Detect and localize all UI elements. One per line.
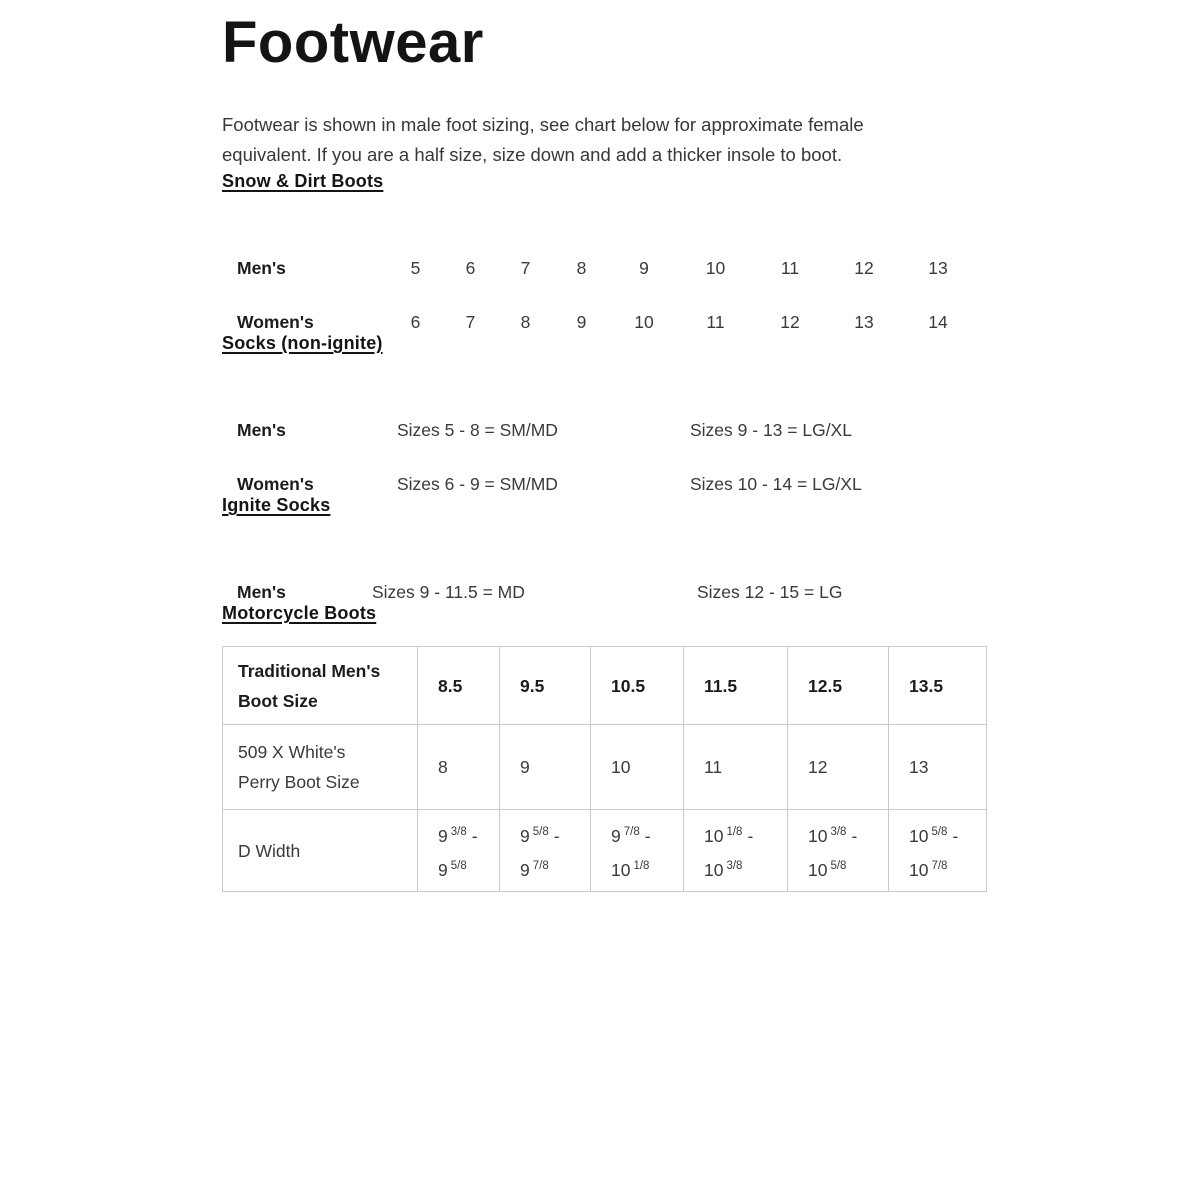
row-label: Women's — [237, 312, 314, 332]
section-heading-snow-dirt-boots: Snow & Dirt Boots — [222, 171, 384, 191]
d-width-range: 9 3/8- 9 5/8 — [417, 809, 500, 892]
size-value: 9 — [576, 312, 587, 332]
size-value: 8 — [520, 312, 531, 332]
table-cell: 11 — [683, 724, 788, 810]
size-value: 8 — [576, 258, 587, 278]
snow-dirt-womens-row: Women's 6 7 8 9 10 11 12 13 14 — [222, 312, 1200, 332]
intro-text: Footwear is shown in male foot sizing, s… — [222, 114, 864, 165]
table-header-cell: 9.5 — [499, 646, 591, 725]
sock-size-range: Sizes 9 - 13 = LG/XL — [690, 420, 852, 440]
table-cell: 9 — [499, 724, 591, 810]
socks-mens-row: Men's Sizes 5 - 8 = SM/MD Sizes 9 - 13 =… — [222, 420, 1200, 440]
page-title: Footwear — [222, 10, 484, 75]
size-value: 13 — [854, 312, 874, 332]
row-label-line: 509 X White's — [238, 742, 346, 762]
table-cell: 13 — [888, 724, 987, 810]
table-header-cell: Traditional Men's Boot Size — [222, 646, 418, 725]
ignite-mens-row: Men's Sizes 9 - 11.5 = MD Sizes 12 - 15 … — [222, 582, 1200, 602]
size-value: 7 — [520, 258, 531, 278]
socks-womens-row: Women's Sizes 6 - 9 = SM/MD Sizes 10 - 1… — [222, 474, 1200, 494]
size-value: 7 — [465, 312, 476, 332]
table-header-row: Traditional Men's Boot Size 8.5 9.5 10.5… — [222, 646, 987, 725]
size-value: 12 — [780, 312, 800, 332]
d-width-range: 10 1/8- 10 3/8 — [683, 809, 788, 892]
size-value: 13 — [928, 258, 948, 278]
table-row-perry-boot-size: 509 X White's Perry Boot Size 8 9 10 11 … — [222, 724, 987, 810]
size-chart-page: Footwear Footwear is shown in male foot … — [222, 10, 1200, 892]
size-value: 14 — [928, 312, 948, 332]
size-value: 10 — [634, 312, 654, 332]
section-heading-ignite-socks: Ignite Socks — [222, 495, 331, 515]
table-cell: 12 — [787, 724, 889, 810]
size-value: 11 — [706, 312, 725, 332]
table-header-cell: 10.5 — [590, 646, 684, 725]
size-value: 9 — [639, 258, 649, 278]
sock-size-range: Sizes 10 - 14 = LG/XL — [690, 474, 862, 494]
table-row-label: 509 X White's Perry Boot Size — [222, 724, 418, 810]
table-cell: 8 — [417, 724, 500, 810]
size-value: 5 — [410, 258, 421, 278]
size-value: 6 — [465, 258, 476, 278]
size-value: 6 — [410, 312, 421, 332]
size-value: 11 — [780, 258, 800, 278]
section-heading-motorcycle-boots: Motorcycle Boots — [222, 603, 377, 623]
header-label-line: Traditional Men's — [238, 660, 381, 681]
sock-size-range: Sizes 5 - 8 = SM/MD — [397, 420, 558, 440]
header-label-line: Boot Size — [238, 690, 318, 711]
size-value: 10 — [705, 258, 726, 278]
row-label: Men's — [237, 420, 286, 440]
row-label-line: Perry Boot Size — [238, 772, 360, 792]
row-label: Men's — [237, 258, 286, 278]
table-row-label: D Width — [222, 809, 418, 892]
d-width-range: 9 5/8- 9 7/8 — [499, 809, 591, 892]
table-header-cell: 12.5 — [787, 646, 889, 725]
section-heading-socks-non-ignite: Socks (non-ignite) — [222, 333, 383, 353]
snow-dirt-mens-row: Men's 5 6 7 8 9 10 11 12 13 — [222, 258, 1200, 278]
d-width-range: 10 5/8- 10 7/8 — [888, 809, 987, 892]
table-header-cell: 13.5 — [888, 646, 987, 725]
d-width-range: 10 3/8- 10 5/8 — [787, 809, 889, 892]
sock-size-range: Sizes 12 - 15 = LG — [697, 582, 843, 602]
row-label: Women's — [237, 474, 314, 494]
table-header-cell: 8.5 — [417, 646, 500, 725]
row-label: Men's — [237, 582, 286, 602]
sock-size-range: Sizes 9 - 11.5 = MD — [372, 582, 525, 602]
d-width-range: 9 7/8- 10 1/8 — [590, 809, 684, 892]
sock-size-range: Sizes 6 - 9 = SM/MD — [397, 474, 558, 494]
table-cell: 10 — [590, 724, 684, 810]
table-header-cell: 11.5 — [683, 646, 788, 725]
table-row-d-width: D Width 9 3/8- 9 5/8 9 5/8- 9 7/8 9 7/8- 10 1/… — [222, 809, 987, 892]
motorcycle-boots-table: Traditional Men's Boot Size 8.5 9.5 10.5… — [222, 646, 987, 892]
size-value: 12 — [854, 258, 874, 278]
